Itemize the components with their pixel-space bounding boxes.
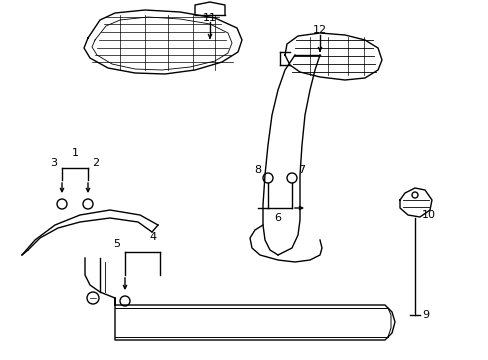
Text: 7: 7 (298, 165, 305, 175)
Text: 3: 3 (50, 158, 58, 168)
Text: 9: 9 (421, 310, 428, 320)
Text: 8: 8 (254, 165, 261, 175)
Text: 12: 12 (312, 25, 326, 35)
Text: 5: 5 (113, 239, 120, 249)
Text: 11: 11 (203, 13, 217, 23)
Text: 1: 1 (71, 148, 79, 158)
Text: 4: 4 (149, 232, 156, 242)
Text: 10: 10 (421, 210, 435, 220)
Text: 6: 6 (274, 213, 281, 223)
Text: 2: 2 (92, 158, 100, 168)
